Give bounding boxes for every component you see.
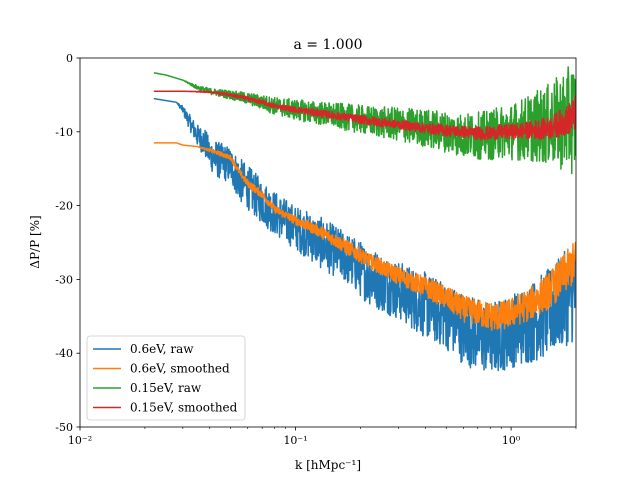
y-axis-ticks: 0 -10 -20 -30 -40 -50 bbox=[55, 52, 80, 434]
chart-title: a = 1.000 bbox=[293, 37, 362, 53]
y-tick-label: -30 bbox=[55, 273, 73, 286]
series-line-4 bbox=[153, 90, 576, 141]
series-layer bbox=[153, 66, 576, 372]
x-axis-ticks: 10⁻² 10⁻¹ 10⁰ bbox=[68, 427, 577, 447]
legend-label-2: 0.6eV, smoothed bbox=[130, 362, 230, 376]
plot-area bbox=[79, 57, 577, 428]
legend-box bbox=[86, 335, 246, 421]
x-axis-label: k [hMpc⁻¹] bbox=[295, 458, 361, 472]
legend-label-3: 0.15eV, raw bbox=[130, 381, 202, 395]
legend-label-4: 0.15eV, smoothed bbox=[130, 401, 238, 415]
y-tick-label: -20 bbox=[55, 200, 73, 213]
y-tick-label: -50 bbox=[55, 421, 73, 434]
legend-items: 0.6eV, raw 0.6eV, smoothed 0.15eV, raw 0.15… bbox=[93, 342, 238, 415]
series-line-2 bbox=[153, 142, 576, 331]
y-tick-label: 0 bbox=[66, 52, 73, 65]
y-tick-label: -10 bbox=[55, 126, 73, 139]
x-tick-label: 10⁰ bbox=[502, 434, 521, 447]
legend: 0.6eV, raw 0.6eV, smoothed 0.15eV, raw 0.15… bbox=[86, 335, 246, 421]
y-tick-label: -40 bbox=[55, 347, 73, 360]
x-tick-label: 10⁻¹ bbox=[283, 434, 307, 447]
plot-frame bbox=[79, 57, 577, 428]
y-axis-label: ΔP/P [%] bbox=[28, 215, 42, 268]
x-tick-label: 10⁻² bbox=[68, 434, 92, 447]
legend-label-1: 0.6eV, raw bbox=[130, 342, 194, 356]
